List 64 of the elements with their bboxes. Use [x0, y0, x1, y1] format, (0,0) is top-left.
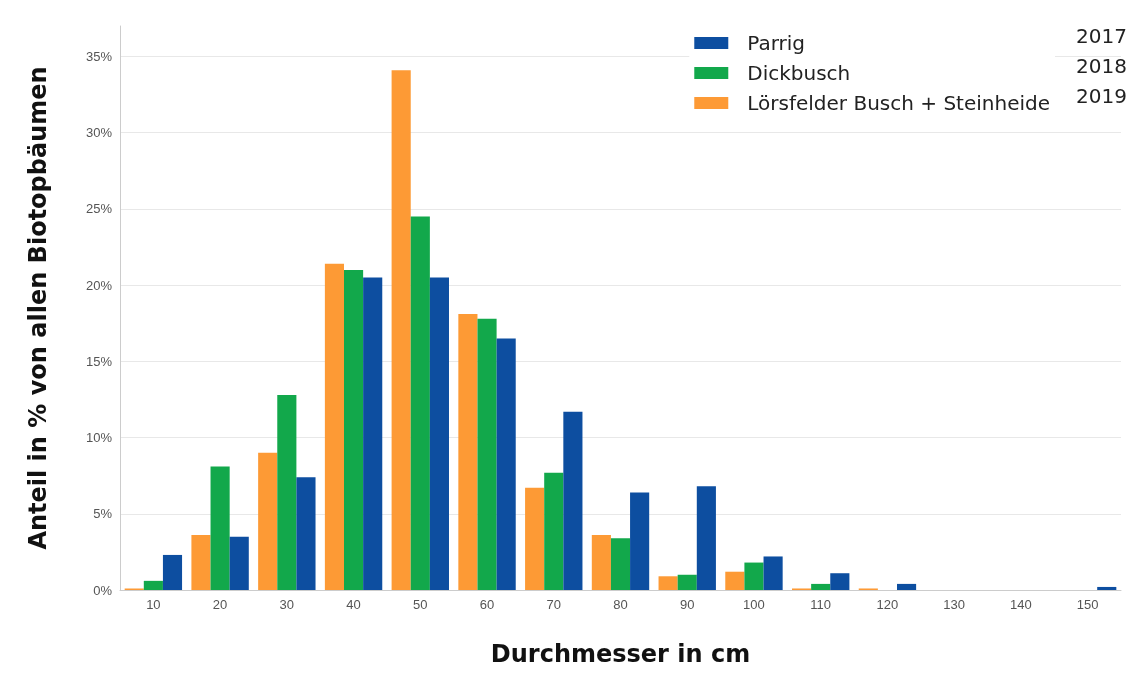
y-tick-label: 5%	[93, 506, 113, 522]
bar	[496, 338, 516, 590]
y-axis-title: Anteil in % von allen Biotopbäumen	[24, 66, 52, 550]
bar	[191, 535, 211, 590]
bar	[296, 477, 316, 590]
bar	[410, 216, 430, 590]
x-axis-title: Durchmesser in cm	[490, 640, 751, 668]
x-tick-label: 100	[743, 597, 765, 612]
bar	[458, 314, 478, 590]
bar	[229, 536, 249, 590]
y-tick-label: 20%	[85, 277, 113, 293]
bar	[658, 576, 678, 590]
x-tick-label: 130	[943, 597, 966, 612]
bar	[344, 269, 364, 590]
x-tick-label: 80	[613, 597, 628, 612]
bar	[725, 571, 745, 590]
x-tick-label: 10	[146, 597, 161, 612]
bar	[744, 562, 764, 590]
bar	[897, 583, 917, 590]
bar	[1097, 586, 1117, 590]
bar	[477, 318, 497, 590]
annotation: 2017	[1076, 24, 1128, 48]
legend-label: Dickbusch	[747, 61, 851, 85]
bar	[563, 411, 583, 590]
bar	[544, 472, 564, 590]
y-tick-label: 35%	[85, 48, 113, 64]
bar	[258, 452, 278, 590]
bar	[763, 556, 783, 590]
y-tick-label: 25%	[85, 201, 113, 217]
y-tick-label: 30%	[85, 125, 113, 141]
y-tick-label: 15%	[85, 353, 113, 369]
bar	[630, 492, 650, 590]
x-tick-label: 70	[546, 597, 561, 612]
bar	[162, 554, 183, 590]
y-tick-label: 0%	[93, 582, 113, 598]
x-tick-label: 90	[680, 597, 695, 612]
x-tick-label: 20	[212, 597, 228, 612]
legend-label: Lörsfelder Busch + Steinheide	[747, 91, 1051, 115]
annotation: 2019	[1076, 84, 1128, 108]
annotation: 2018	[1076, 54, 1128, 78]
x-tick-label: 40	[346, 597, 361, 612]
bar	[610, 538, 631, 590]
x-tick-label: 140	[1010, 597, 1032, 612]
x-tick-label: 60	[479, 597, 495, 612]
bar	[391, 70, 411, 590]
bar	[143, 580, 163, 590]
x-tick-label: 50	[413, 597, 428, 612]
bar	[277, 394, 297, 590]
bar	[591, 535, 611, 590]
bar	[525, 487, 545, 590]
bar	[696, 486, 716, 590]
x-tick-label: 120	[876, 597, 899, 612]
bar	[363, 277, 383, 590]
bar	[830, 573, 850, 590]
x-tick-label: 110	[810, 597, 832, 612]
x-tick-label: 30	[279, 597, 295, 612]
bar	[429, 277, 449, 590]
bar	[324, 263, 344, 590]
y-tick-label: 10%	[85, 430, 113, 446]
bar	[811, 583, 831, 590]
x-tick-label: 150	[1076, 597, 1099, 612]
bar	[677, 574, 697, 590]
bar	[210, 466, 230, 590]
legend-label: Parrig	[747, 31, 806, 55]
